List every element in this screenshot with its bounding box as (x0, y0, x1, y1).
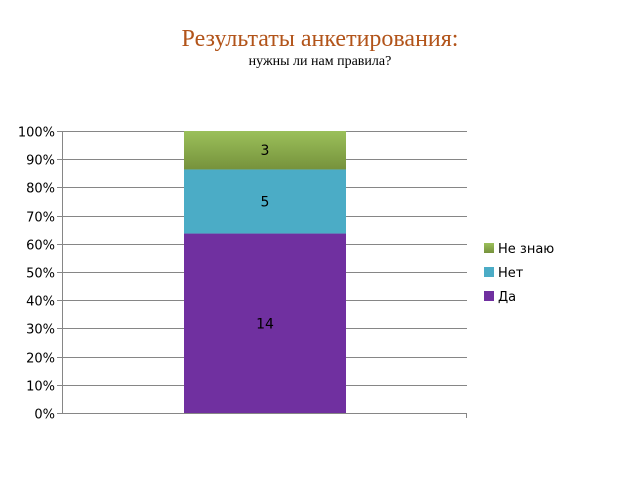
y-tick-label: 80% (26, 182, 55, 197)
data-label-да: 14 (256, 316, 274, 332)
y-tick-label: 60% (26, 239, 55, 254)
legend-label-нет: Нет (498, 266, 524, 281)
y-tick-label: 40% (26, 295, 55, 310)
bar-segment-нет (184, 169, 346, 234)
legend-swatch-нет (484, 267, 494, 277)
data-label-нет: 5 (261, 195, 270, 211)
legend-label-не-знаю: Не знаю (498, 242, 554, 257)
bar-segment-не-знаю (184, 131, 346, 170)
y-tick-label: 10% (26, 380, 55, 395)
y-tick-label: 50% (26, 267, 55, 282)
legend-swatch-не-знаю (484, 243, 494, 253)
legend-label-да: Да (498, 290, 516, 305)
bar-segment-да (184, 233, 346, 413)
y-tick-label: 70% (26, 211, 55, 226)
chart-title: Результаты анкетирования: (181, 26, 459, 52)
y-tick-label: 90% (26, 154, 55, 169)
axes: 0% 10% 20% 30% 40% 50% 60% 70% 80% 90% 100% (18, 126, 467, 423)
y-tick-label: 20% (26, 352, 55, 367)
legend-swatch-да (484, 291, 494, 301)
y-tick-label: 100% (18, 126, 55, 141)
legend: Не знаю Нет Да (484, 242, 554, 305)
data-label-не-знаю: 3 (261, 143, 270, 159)
y-tick-label: 0% (34, 408, 55, 423)
data-labels: 14 5 3 (256, 143, 274, 332)
y-tick-label: 30% (26, 323, 55, 338)
chart-subtitle: нужны ли нам правила? (248, 54, 392, 69)
bar-segments (184, 131, 346, 413)
